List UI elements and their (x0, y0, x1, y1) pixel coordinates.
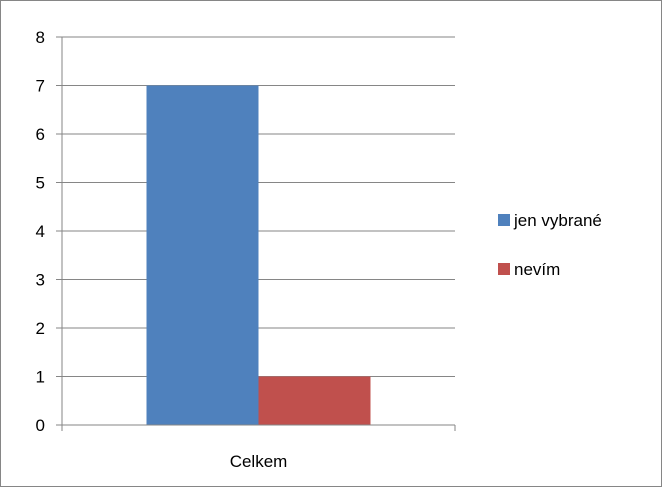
y-tick-label: 6 (36, 125, 45, 144)
bars (146, 85, 371, 425)
y-tick-label: 3 (36, 271, 45, 290)
y-tick-label: 5 (36, 174, 45, 193)
legend-swatch (498, 214, 510, 226)
y-tick-label: 7 (36, 77, 45, 96)
axes (56, 36, 456, 431)
legend-label: jen vybrané (513, 211, 602, 230)
legend-swatch (498, 263, 510, 275)
y-tick-label: 1 (36, 368, 45, 387)
y-tick-label: 8 (36, 28, 45, 47)
bar (258, 376, 371, 425)
legend: jen vybrané nevím (498, 211, 602, 279)
y-tick-label: 4 (36, 222, 45, 241)
bar (146, 85, 259, 425)
x-category-label: Celkem (230, 452, 288, 471)
y-tick-label: 0 (36, 416, 45, 435)
y-tick-labels: 0 1 2 3 4 5 6 7 8 (36, 28, 45, 435)
legend-label: nevím (514, 260, 560, 279)
x-category-labels: Celkem (230, 452, 288, 471)
y-tick-label: 2 (36, 319, 45, 338)
